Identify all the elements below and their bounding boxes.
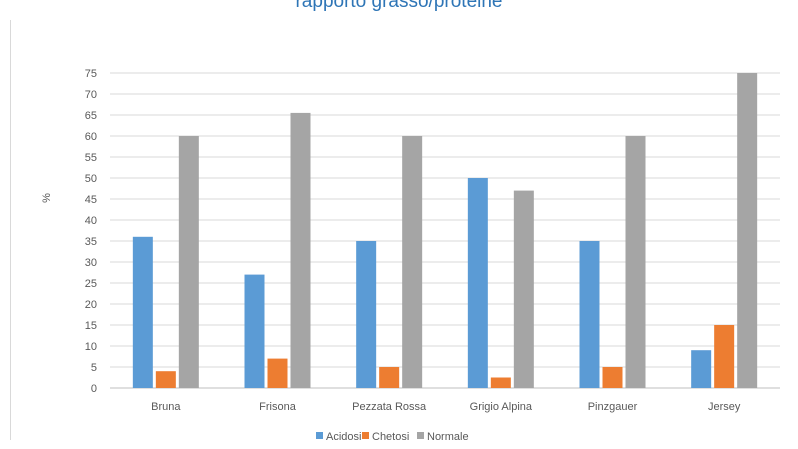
bar-acidosi [244, 274, 265, 388]
y-tick-label: 20 [85, 299, 97, 311]
x-tick-label: Pezzata Rossa [352, 401, 427, 413]
chart-frame-edge [10, 20, 11, 440]
x-tick-label: Pinzgauer [588, 401, 638, 413]
y-tick-label: 70 [85, 89, 97, 101]
bar-acidosi [132, 236, 153, 388]
bar-chetosi [155, 371, 176, 388]
y-tick-label: 15 [85, 320, 97, 332]
y-axis-label: % [41, 193, 53, 203]
bar-normale [737, 73, 758, 388]
y-tick-label: 25 [85, 278, 97, 290]
legend-label: Acidosi [326, 431, 361, 443]
legend-label: Normale [427, 431, 469, 443]
x-tick-label: Bruna [151, 401, 181, 413]
x-tick-label: Jersey [708, 401, 741, 413]
bar-normale [513, 190, 534, 388]
bar-chetosi [267, 358, 288, 388]
y-tick-label: 45 [85, 194, 97, 206]
bar-chetosi [602, 367, 623, 388]
bar-normale [178, 136, 199, 388]
y-tick-label: 0 [91, 383, 97, 395]
bar-chetosi [714, 325, 735, 388]
y-tick-label: 10 [85, 341, 97, 353]
y-tick-label: 55 [85, 152, 97, 164]
y-tick-label: 40 [85, 215, 97, 227]
y-tick-label: 65 [85, 110, 97, 122]
chart-title: rapporto grasso/proteine [295, 0, 503, 12]
y-tick-label: 75 [85, 68, 97, 80]
x-tick-label: Frisona [259, 401, 297, 413]
bar-normale [402, 136, 423, 388]
bar-normale [625, 136, 646, 388]
bar-acidosi [356, 241, 377, 388]
bar-acidosi [579, 241, 600, 388]
bar-normale [290, 112, 311, 389]
y-tick-label: 5 [91, 362, 97, 374]
bar-acidosi [691, 350, 712, 388]
y-tick-label: 50 [85, 173, 97, 185]
legend-label: Chetosi [372, 431, 409, 443]
x-tick-label: Grigio Alpina [470, 401, 533, 413]
bar-chetosi [379, 367, 400, 388]
legend-swatch [362, 432, 369, 439]
legend-swatch [417, 432, 424, 439]
bar-chetosi [490, 377, 511, 388]
y-tick-label: 30 [85, 257, 97, 269]
bar-acidosi [467, 178, 488, 388]
y-tick-label: 60 [85, 131, 97, 143]
y-tick-label: 35 [85, 236, 97, 248]
legend-swatch [316, 432, 323, 439]
